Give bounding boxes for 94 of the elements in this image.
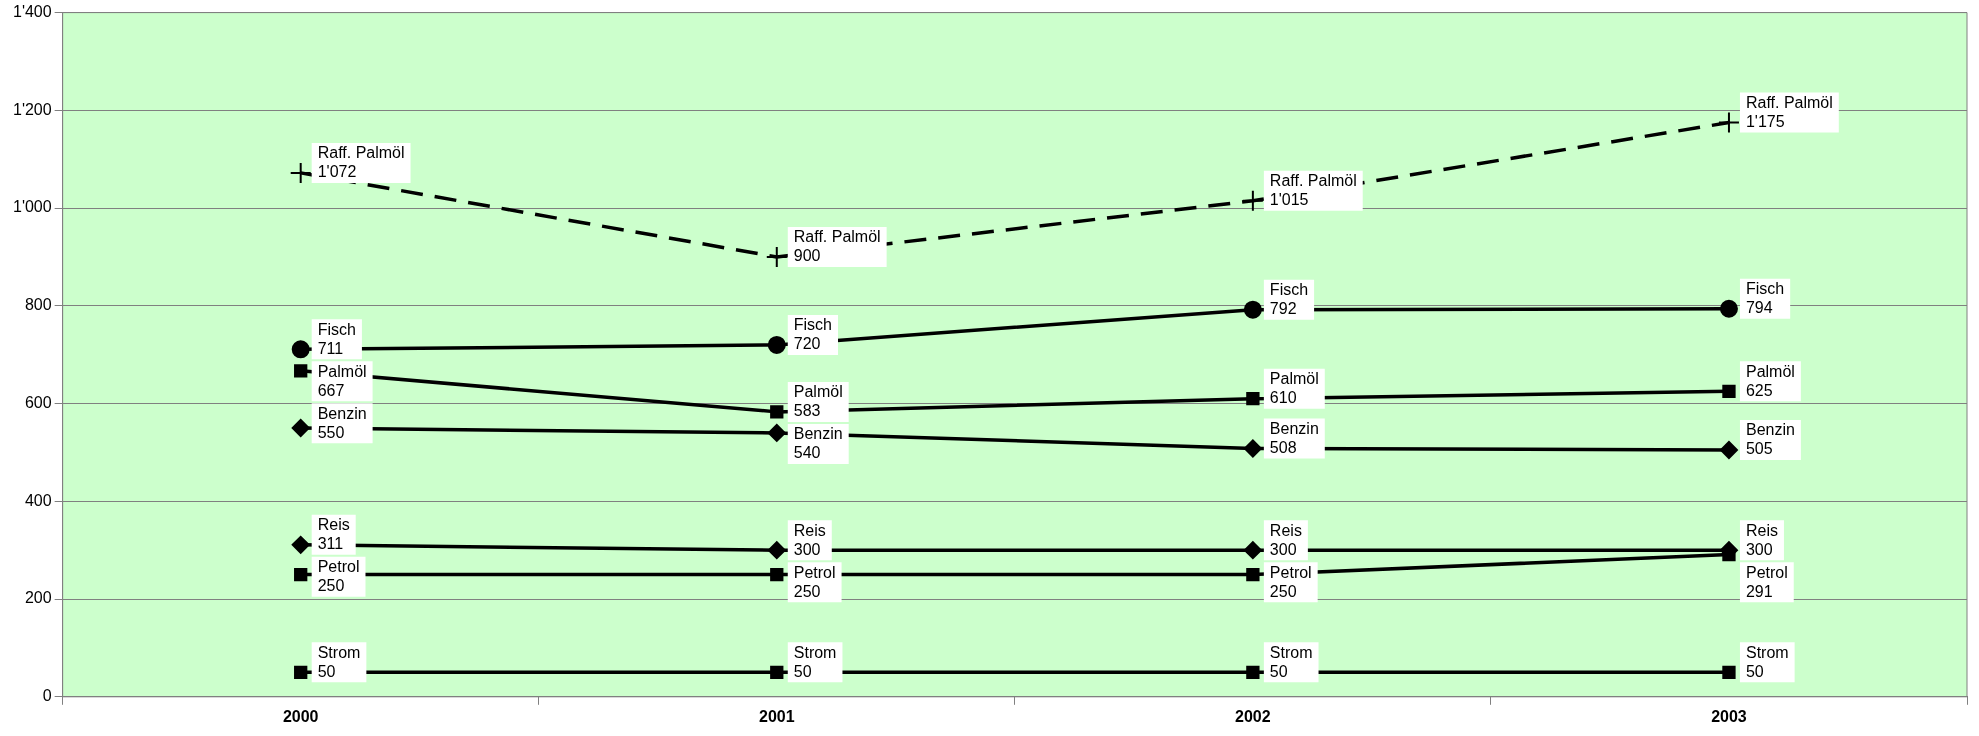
point [1243,439,1262,458]
data-label: 625 [1745,381,1773,399]
text: Petrol [793,563,836,581]
point [770,665,784,680]
text: Benzin [317,404,367,422]
point [1719,441,1738,459]
data-label: 505 [1745,440,1773,458]
point [767,423,786,442]
point [294,364,308,378]
point [1246,567,1260,582]
point [1246,665,1260,680]
text: Benzin [1269,419,1319,437]
data-label: 1'072 [317,163,357,181]
text: Raff. Palmöl [317,144,405,162]
text: Palmöl [793,383,843,401]
data-label: 50 [1745,662,1764,680]
text: Fisch [317,320,356,338]
data-label: 792 [1269,300,1297,318]
text: Palmöl [1745,362,1795,380]
text: Reis [1269,521,1302,539]
x-tick-label: 2000 [282,707,319,725]
data-label: 900 [793,247,821,265]
point [294,567,308,582]
text: Raff. Palmöl [1269,172,1357,190]
point [1722,384,1736,399]
point [291,340,310,359]
data-label: 50 [317,662,336,680]
series-label: Reis [793,521,826,539]
data-label: 508 [1269,438,1297,456]
y-tick-label: 0 [42,687,52,705]
data-label: 50 [793,662,812,680]
series-label: Benzin [793,425,843,443]
point [291,419,310,438]
y-tick-label: 200 [24,589,52,607]
series-label: Raff. Palmöl [793,228,881,246]
data-label: 540 [793,444,821,462]
data-label: 610 [1269,389,1297,407]
series-label: Strom [317,643,361,661]
text: Petrol [317,558,360,576]
point [291,535,310,554]
text: Raff. Palmöl [1745,93,1833,111]
data-label: 711 [317,339,344,357]
text: Reis [1745,521,1778,539]
point [767,335,786,354]
point [289,161,312,184]
data-label: 311 [317,535,344,553]
data-label: 583 [793,402,821,420]
point [1243,541,1262,560]
point [1722,665,1736,680]
y-tick-label: 1'200 [12,100,52,118]
data-label: 250 [317,577,345,595]
x-tick-label: 2001 [758,707,795,725]
data-label: 794 [1745,299,1773,317]
y-tick-label: 1'400 [12,3,52,21]
series-label: Palmöl [317,362,367,380]
y-tick-label: 400 [24,491,52,509]
text: Reis [317,516,350,534]
point [765,245,788,268]
point [1719,299,1738,318]
y-tick-label: 800 [24,296,52,314]
data-label: 250 [1269,582,1297,600]
point [770,405,784,419]
y-tick-label: 600 [24,393,52,411]
point [1717,111,1740,134]
point [294,665,308,680]
text: Palmöl [1269,370,1319,388]
text: Fisch [1745,280,1785,298]
data-label: 250 [793,582,821,600]
text: Fisch [1269,281,1309,299]
series-label: Fisch [793,316,833,334]
point [767,541,786,560]
text: Strom [1269,643,1313,661]
text: Petrol [1745,563,1788,581]
data-label: 50 [1269,662,1288,680]
x-tick-label: 2002 [1235,707,1271,725]
data-label: 667 [317,381,345,399]
data-label: 1'175 [1745,112,1785,130]
data-label: 300 [793,540,821,558]
y-tick-label: 1'000 [12,198,52,216]
text: Strom [1745,643,1789,661]
point [1241,189,1264,212]
data-label: 291 [1745,582,1773,600]
series-label: Petrol [1269,563,1312,581]
data-label: 300 [1745,540,1773,558]
point [770,567,784,582]
data-label: 300 [1269,540,1297,558]
text: Strom [793,643,837,661]
data-label: 1'015 [1269,191,1309,209]
text: Benzin [1745,421,1795,439]
x-tick-label: 2003 [1711,707,1747,725]
data-label: 720 [793,335,821,353]
data-label: 550 [317,423,345,441]
point [1243,300,1262,319]
point [1246,392,1260,406]
